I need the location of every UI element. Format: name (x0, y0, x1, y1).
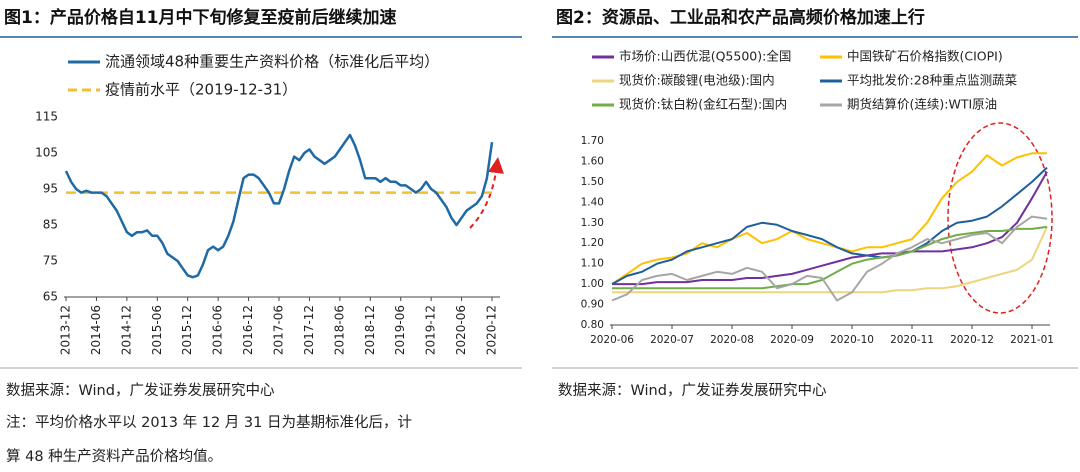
y-tick-label: 0.90 (581, 299, 604, 311)
x-tick-label: 2021-01 (1010, 334, 1054, 346)
x-tick-label: 2016-06 (211, 305, 225, 355)
x-tick-label: 2015-06 (150, 305, 164, 355)
x-tick-label: 2020-08 (710, 334, 754, 346)
x-tick-label: 2013-12 (59, 305, 73, 355)
y-tick-label: 1.20 (581, 237, 604, 249)
y-tick-label: 1.50 (581, 176, 604, 188)
y-tick-label: 75 (43, 254, 58, 268)
series-line (612, 171, 1048, 286)
chart-title: 图1：产品价格自11月中下旬修复至疫前后继续加速 (4, 7, 397, 28)
highlight-ellipse (947, 122, 1053, 314)
y-tick-label: 115 (35, 110, 58, 124)
x-tick-label: 2020-09 (770, 334, 814, 346)
legend-label: 流通领域48种重要生产资料价格（标准化后平均） (105, 53, 439, 71)
series-line (611, 166, 1048, 285)
x-tick-label: 2020-06 (590, 334, 634, 346)
x-tick-label: 2018-06 (332, 305, 346, 355)
y-tick-label: 1.60 (581, 155, 604, 167)
chart-title: 图2：资源品、工业品和农产品高频价格加速上行 (556, 7, 925, 28)
x-tick-label: 2020-06 (454, 305, 468, 355)
legend-label: 市场价:山西优混(Q5500):全国 (619, 49, 791, 64)
legend-label: 现货价:钛白粉(金红石型):国内 (619, 97, 787, 112)
y-tick-label: 0.80 (581, 319, 604, 331)
y-tick-label: 1.10 (581, 258, 604, 270)
x-tick-label: 2017-06 (272, 305, 286, 355)
y-tick-label: 95 (43, 182, 58, 196)
x-tick-label: 2016-12 (241, 305, 255, 355)
y-tick-label: 105 (35, 146, 58, 160)
legend-label: 中国铁矿石价格指数(CIOPI) (847, 49, 1003, 64)
x-tick-label: 2020-12 (950, 334, 994, 346)
series-line (612, 226, 1048, 294)
x-tick-label: 2020-12 (485, 305, 499, 355)
series-line (612, 225, 1048, 290)
x-tick-label: 2020-10 (830, 334, 874, 346)
x-tick-label: 2018-12 (363, 305, 377, 355)
x-tick-label: 2020-07 (650, 334, 694, 346)
series-line (611, 215, 1048, 302)
y-tick-label: 1.00 (581, 278, 604, 290)
series-line (611, 152, 1047, 285)
y-tick-label: 1.70 (581, 135, 604, 147)
x-tick-label: 2017-12 (302, 305, 316, 355)
y-tick-label: 1.40 (581, 196, 604, 208)
source: 数据来源：Wind，广发证券发展研究中心 (558, 382, 826, 399)
series-line (64, 133, 494, 279)
y-tick-label: 1.30 (581, 217, 604, 229)
x-tick-label: 2014-06 (89, 305, 103, 355)
legend-label: 现货价:碳酸锂(电池级):国内 (619, 73, 775, 88)
x-tick-label: 2014-12 (119, 305, 133, 355)
source: 数据来源：Wind，广发证券发展研究中心 (6, 382, 274, 399)
y-tick-label: 65 (43, 290, 58, 304)
note: 算 48 种生产资料产品价格均值。 (6, 448, 222, 465)
note: 注：平均价格水平以 2013 年 12 月 31 日为基期标准化后，计 (6, 414, 412, 431)
y-tick-label: 85 (43, 218, 58, 232)
x-tick-label: 2019-06 (393, 305, 407, 355)
x-tick-label: 2015-12 (180, 305, 194, 355)
legend-label: 平均批发价:28种重点监测蔬菜 (847, 73, 1018, 88)
annotation-arrow (469, 157, 504, 229)
x-tick-label: 2019-12 (424, 305, 438, 355)
legend-label: 期货结算价(连续):WTI原油 (847, 97, 997, 112)
legend-label: 疫情前水平（2019-12-31） (105, 81, 297, 99)
x-tick-label: 2020-11 (890, 334, 934, 346)
